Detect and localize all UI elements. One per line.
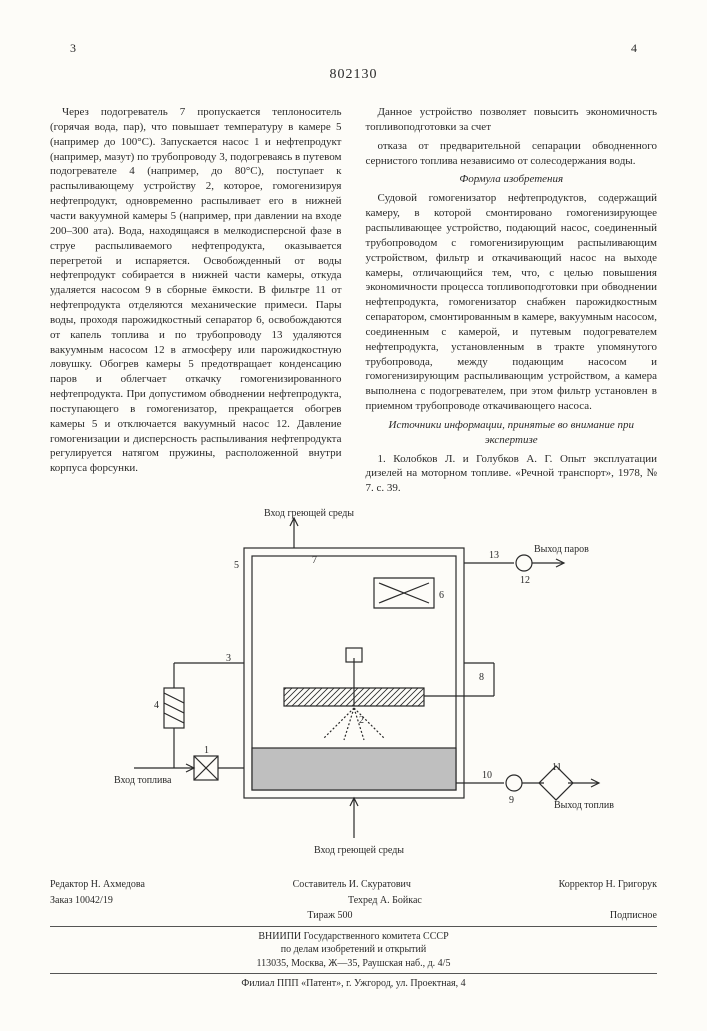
right-para-1: отказа от предварительной сепарации обво… [366,139,658,169]
colophon: Редактор Н. Ахмедова Составитель И. Скур… [50,878,657,991]
svg-text:2: 2 [359,715,364,726]
techred: Техред А. Бойкас [348,894,422,908]
subscription: Подписное [610,909,657,923]
svg-text:8: 8 [479,672,484,683]
addr2: Филиал ППП «Патент», г. Ужгород, ул. Про… [50,977,657,991]
org2: по делам изобретений и открытий [50,943,657,957]
label-bottom-right: Выход топлива [554,800,614,811]
claims-heading: Формула изобретения [366,172,658,187]
label-bottom-center: Вход греющей среды [314,845,404,856]
patent-diagram: Вход греющей среды Выход паров 13 12 Вхо… [94,508,614,868]
body-text: Через подогреватель 7 пропускается тепло… [50,105,657,496]
svg-text:11: 11 [552,762,562,773]
page-num-right: 4 [631,40,637,56]
svg-text:10: 10 [482,770,492,781]
right-para-3: 1. Колобков Л. и Голубков А. Г. Опыт экс… [366,452,658,497]
sources-heading: Источники информации, принятые во вниман… [366,418,658,448]
label-top-left: Вход греющей среды [264,508,354,519]
compiler: Составитель И. Скуратович [293,878,411,892]
left-para-2: Данное устройство позволяет повысить эко… [366,105,658,135]
page-numbers: 3 4 [50,40,657,56]
right-para-2: Судовой гомогенизатор нефтепродуктов, со… [366,191,658,414]
document-number: 802130 [50,66,657,85]
tirazh: Тираж 500 [307,909,352,923]
label-bottom-left: Вход топлива [114,775,172,786]
svg-text:5: 5 [234,560,239,571]
svg-text:7: 7 [312,555,317,566]
order: Заказ 10042/19 [50,894,113,908]
label-top-right: Выход паров [534,544,589,555]
figure: Вход греющей среды Выход паров 13 12 Вхо… [50,508,657,868]
svg-text:9: 9 [509,795,514,806]
editor: Редактор Н. Ахмедова [50,878,145,892]
svg-text:6: 6 [439,590,444,601]
svg-text:12: 12 [520,575,530,586]
svg-text:3: 3 [226,653,231,664]
addr1: 113035, Москва, Ж—35, Раушская наб., д. … [50,957,657,971]
page-num-left: 3 [70,40,76,56]
left-para-1: Через подогреватель 7 пропускается тепло… [50,105,342,476]
org1: ВНИИПИ Государственного комитета СССР [50,930,657,944]
corrector: Корректор Н. Григорук [559,878,657,892]
svg-text:4: 4 [154,700,159,711]
svg-text:13: 13 [489,550,499,561]
svg-text:1: 1 [204,745,209,756]
